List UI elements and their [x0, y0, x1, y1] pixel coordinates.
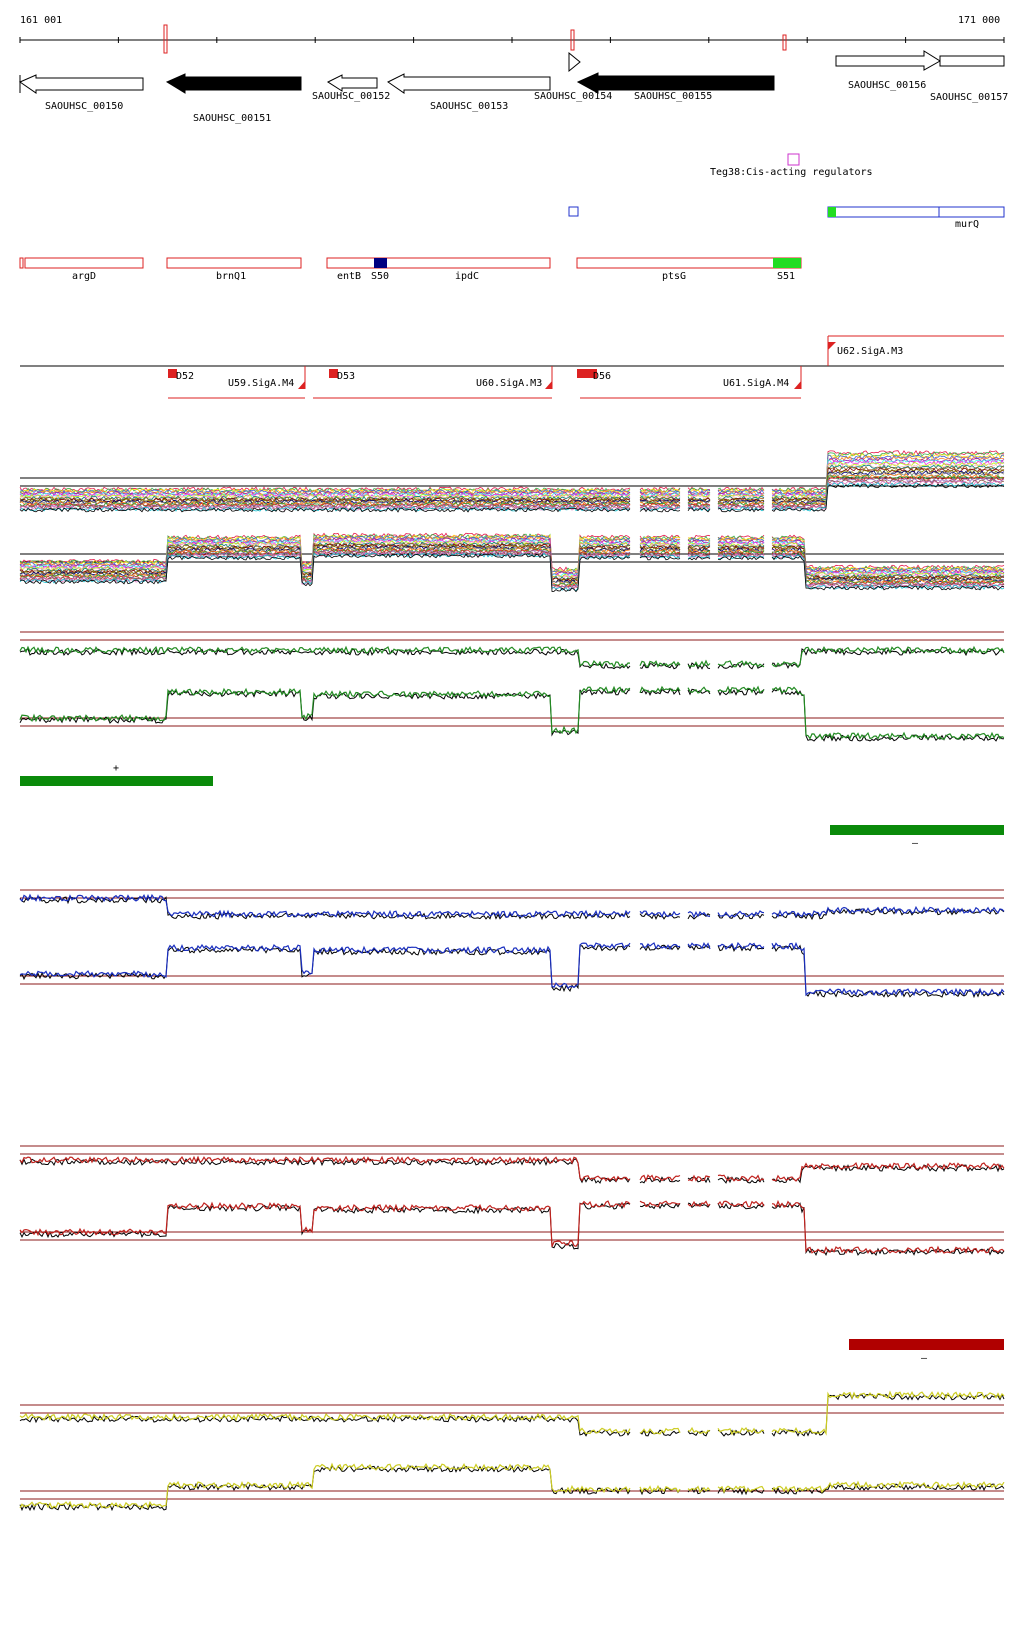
expression-tracks: [19, 450, 1005, 1512]
green-track-pair: [19, 631, 1005, 742]
sample-profile: [19, 553, 1005, 593]
operon-label: S51: [777, 271, 795, 282]
profile-black: [19, 1464, 1005, 1512]
operon-label: argD: [72, 271, 96, 282]
ruler-marker: [782, 34, 787, 51]
sample-profile: [19, 470, 1005, 505]
segment-bar-red[interactable]: [849, 1339, 1004, 1350]
green-highlight: [828, 207, 836, 217]
red-track-pair: [19, 1145, 1005, 1257]
profile-red: [19, 1199, 1005, 1254]
multi-sample-band: [19, 450, 1005, 593]
gene-label: SAOUHSC_00152: [312, 91, 390, 102]
profile-blue: [19, 893, 1005, 919]
gene-arrow[interactable]: [326, 74, 378, 92]
sample-profile: [19, 552, 1005, 592]
gene-arrow[interactable]: [576, 72, 775, 94]
operon-label: ipdC: [455, 271, 479, 282]
regulator-label: Teg38:Cis-acting regulators: [710, 167, 873, 178]
segment-bar-minus[interactable]: [830, 825, 1004, 835]
blue-feature-box[interactable]: [568, 206, 579, 217]
operon-box[interactable]: [326, 257, 551, 269]
gene-label: SAOUHSC_00156: [848, 80, 926, 91]
operon-track: argD brnQ1 entB S50 ipdC ptsG S51: [19, 257, 802, 282]
tu-label: D56: [593, 371, 611, 382]
operon-label: ptsG: [662, 271, 686, 282]
profile-red: [19, 1155, 1005, 1183]
profile-yellow: [19, 1462, 1005, 1509]
sample-profile: [19, 483, 1005, 513]
gene-label: SAOUHSC_00155: [634, 91, 712, 102]
tu-label: U59.SigA.M4: [228, 378, 294, 389]
operon-label: S50: [371, 271, 389, 282]
sample-profile: [19, 548, 1005, 588]
blue-track-pair: [19, 889, 1005, 999]
sample-profile: [19, 537, 1005, 577]
gene-arrow[interactable]: [835, 50, 941, 71]
tu-start-marker[interactable]: [168, 369, 177, 378]
sample-profile: [19, 540, 1005, 580]
sample-profile: [19, 455, 1004, 496]
sample-profile: [19, 546, 1005, 587]
gene-label: SAOUHSC_00150: [45, 101, 123, 112]
gene-label: SAOUHSC_00154: [534, 91, 612, 102]
sample-profile: [19, 454, 1005, 495]
profile-black: [19, 1393, 1005, 1437]
ruler-end-label: 171 000: [958, 15, 1000, 26]
segment-plus-label: +: [113, 763, 119, 774]
tu-label: U60.SigA.M3: [476, 378, 542, 389]
gene-arrow[interactable]: [165, 73, 302, 94]
gene-track: SAOUHSC_00150 SAOUHSC_00151 SAOUHSC_0015…: [18, 50, 1008, 124]
tu-start-marker[interactable]: [329, 369, 338, 378]
transcription-unit-track: U62.SigA.M3 D52 U59.SigA.M4 D53 U60.SigA…: [20, 335, 1004, 399]
operon-label: brnQ1: [216, 271, 246, 282]
sample-profile: [19, 536, 1005, 576]
tu-label: D52: [176, 371, 194, 382]
gene-arrow[interactable]: [387, 73, 551, 94]
segment-red-label: –: [921, 1353, 928, 1364]
yellow-track-pair: [19, 1390, 1005, 1512]
operon-box[interactable]: [166, 257, 302, 269]
sample-profile: [19, 463, 1005, 501]
murQ-feature[interactable]: [827, 206, 1005, 218]
profile-black: [19, 647, 1005, 670]
tu-label: D53: [337, 371, 355, 382]
navy-highlight: [374, 258, 387, 268]
profile-green: [19, 645, 1005, 669]
sample-profile: [19, 451, 1005, 493]
murQ-label: murQ: [955, 219, 979, 230]
sample-profile: [19, 532, 1005, 572]
gene-label: SAOUHSC_00157: [930, 92, 1008, 103]
segment-bar-plus[interactable]: [20, 776, 213, 786]
tu-label: U62.SigA.M3: [837, 346, 903, 357]
segment-minus-label: –: [912, 838, 919, 849]
profile-black: [19, 688, 1005, 742]
profile-black: [19, 1157, 1005, 1184]
ruler-marker: [163, 24, 168, 54]
profile-green: [19, 685, 1005, 741]
gene-label: SAOUHSC_00153: [430, 101, 508, 112]
coordinate-ruler: 161 001 171 000: [19, 15, 1005, 54]
operon-box[interactable]: [576, 257, 802, 269]
gene-arrow[interactable]: [568, 51, 581, 73]
profile-black: [19, 944, 1005, 999]
operon-label: entB: [337, 271, 361, 282]
gene-label: SAOUHSC_00151: [193, 113, 271, 124]
tu-start-marker[interactable]: [577, 369, 597, 378]
regulator-box[interactable]: [787, 153, 800, 166]
ruler-start-label: 161 001: [20, 15, 62, 26]
profile-yellow: [19, 1390, 1005, 1436]
operon-box[interactable]: [24, 257, 144, 269]
profile-blue: [19, 941, 1005, 997]
gene-arrow[interactable]: [939, 55, 1005, 67]
green-highlight: [773, 258, 801, 268]
ruler-marker: [570, 29, 575, 51]
gene-arrow[interactable]: [18, 74, 144, 94]
sample-profile: [19, 460, 1005, 499]
tu-label: U61.SigA.M4: [723, 378, 789, 389]
